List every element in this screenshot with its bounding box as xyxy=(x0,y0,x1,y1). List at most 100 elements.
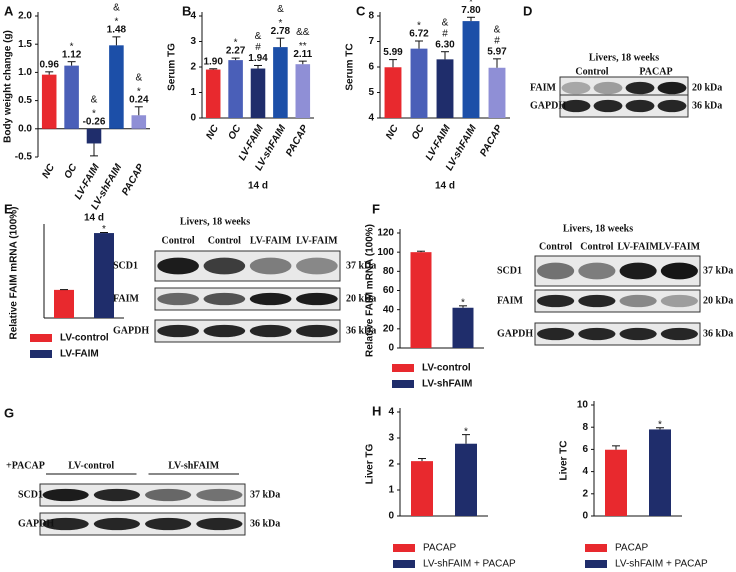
blot-band xyxy=(296,324,338,338)
y-axis-label: Body weight change (g) xyxy=(3,30,14,143)
y-axis-label: Liver TG xyxy=(365,444,376,485)
y-tick-label: 4 xyxy=(582,466,588,477)
blot-frame xyxy=(534,322,701,346)
y-tick-label: 2 xyxy=(190,62,196,73)
significance-marker: && xyxy=(296,27,310,38)
blot-band xyxy=(93,517,140,531)
blot-frame xyxy=(39,512,246,536)
blot-band xyxy=(203,257,246,275)
blot-band xyxy=(145,488,192,502)
x-axis-label: 14 d xyxy=(248,181,268,192)
blot-frame xyxy=(559,94,689,118)
bar xyxy=(410,252,432,348)
significance-marker: # xyxy=(255,42,261,53)
legend-label: PACAP xyxy=(423,543,456,554)
bar xyxy=(452,307,474,348)
blot-frame xyxy=(39,483,246,507)
value-label: 2.27 xyxy=(226,46,246,57)
bar xyxy=(250,68,266,118)
value-label: 1.94 xyxy=(248,53,268,64)
y-tick-label: 0 xyxy=(190,113,196,124)
blot-band xyxy=(196,517,243,531)
blot-band xyxy=(157,292,199,306)
blot-frame xyxy=(154,287,341,311)
row-label: FAIM xyxy=(497,295,523,306)
bar xyxy=(411,461,433,516)
bar xyxy=(109,45,124,129)
legend-swatch xyxy=(393,544,415,552)
y-tick-label: 0.5 xyxy=(18,95,32,106)
legend-swatch xyxy=(392,380,414,388)
y-tick-label: 1 xyxy=(388,485,394,496)
value-label: 5.97 xyxy=(487,46,507,57)
y-tick-label: 6 xyxy=(368,62,374,73)
blot-band xyxy=(593,81,623,95)
size-label: 20 kDa xyxy=(346,293,376,304)
blot-band xyxy=(537,294,575,308)
y-axis-label: Liver TC xyxy=(559,440,570,480)
significance-marker: ** xyxy=(299,41,307,52)
blot-band xyxy=(660,327,698,341)
significance-marker: * xyxy=(102,224,106,235)
size-label: 36 kDa xyxy=(346,325,376,336)
y-tick-label: 1.5 xyxy=(18,39,32,50)
y-tick-label: 2.0 xyxy=(18,11,32,22)
bar xyxy=(228,60,243,118)
value-label: 6.30 xyxy=(435,39,455,50)
blot-band xyxy=(657,99,687,113)
x-axis-label: 14 d xyxy=(435,181,455,192)
blot-frame xyxy=(534,289,701,313)
row-label: FAIM xyxy=(113,293,139,304)
bar xyxy=(131,115,147,129)
bar xyxy=(384,67,402,118)
y-tick-label: 7 xyxy=(368,36,374,47)
significance-marker: & xyxy=(442,17,449,28)
significance-marker: # xyxy=(494,35,500,46)
y-tick-label: 1.0 xyxy=(18,67,32,78)
significance-marker: * xyxy=(464,426,468,437)
significance-marker: & xyxy=(494,24,501,35)
value-label: -0.26 xyxy=(83,116,106,127)
blot-band xyxy=(93,488,140,502)
y-tick-label: 2 xyxy=(582,488,588,499)
blot-band xyxy=(593,99,623,113)
blot-band xyxy=(157,257,199,275)
significance-marker: * xyxy=(114,17,118,28)
y-tick-label: 8 xyxy=(368,11,374,22)
blot-title: Livers, 18 weeks xyxy=(563,223,633,234)
blot-treatment: +PACAP xyxy=(6,460,45,471)
bar xyxy=(410,48,428,118)
blot-band xyxy=(145,517,192,531)
bar xyxy=(436,59,454,118)
bar xyxy=(94,233,114,318)
y-tick-label: 80 xyxy=(383,266,395,277)
blot-band xyxy=(42,488,89,502)
panel-letter: E xyxy=(4,201,13,216)
y-tick-label: 1 xyxy=(190,87,196,98)
row-label: GAPDH xyxy=(113,325,149,336)
blot-band xyxy=(625,99,655,113)
legend-label: LV-FAIM xyxy=(60,349,99,360)
panel-letter: H xyxy=(372,403,381,418)
significance-marker: * xyxy=(417,21,421,32)
blot-band xyxy=(561,81,591,95)
lane-label: Control xyxy=(539,241,572,252)
value-label: 1.48 xyxy=(107,25,127,36)
y-tick-label: 8 xyxy=(582,422,588,433)
bar xyxy=(455,443,477,516)
significance-marker: # xyxy=(442,28,448,39)
value-label: 6.72 xyxy=(409,29,429,40)
panel-letter: B xyxy=(182,3,191,18)
blot-band xyxy=(578,327,616,341)
legend-swatch xyxy=(392,364,414,372)
blot-band xyxy=(249,324,292,338)
blot-band xyxy=(657,81,687,95)
group-label: LV-control xyxy=(68,460,114,471)
blot-band xyxy=(660,262,698,280)
size-label: 37 kDa xyxy=(250,489,280,500)
significance-marker: * xyxy=(278,18,282,29)
size-label: 36 kDa xyxy=(692,100,722,111)
lane-label: Control xyxy=(208,235,241,246)
y-axis-label: Serum TC xyxy=(345,43,356,90)
x-tick-label: OC xyxy=(410,123,427,142)
